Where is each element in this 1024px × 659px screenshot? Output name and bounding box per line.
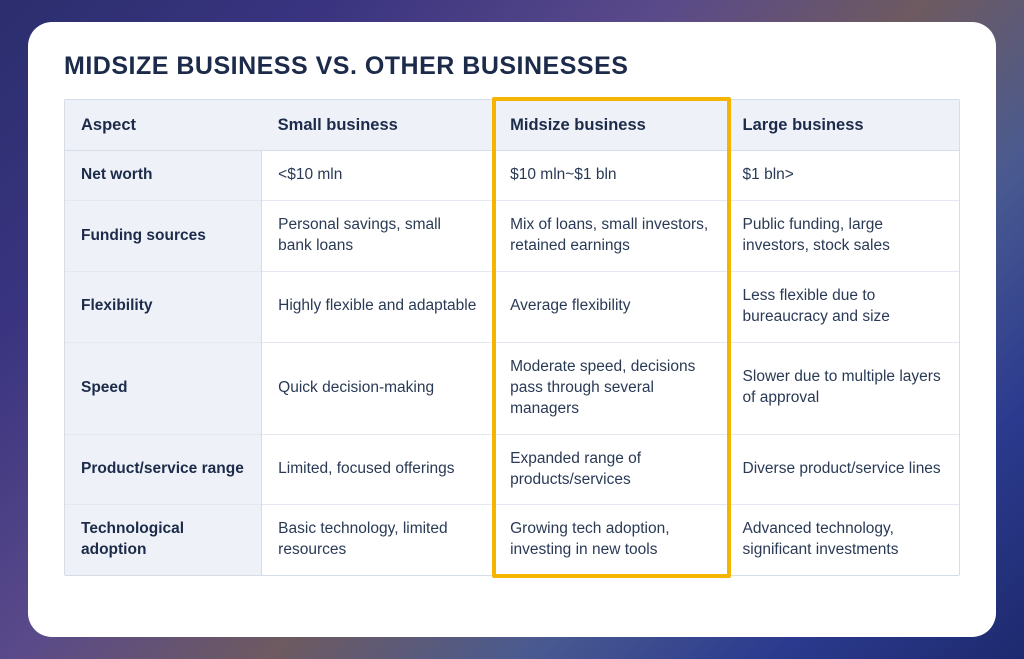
cell-small: Personal savings, small bank loans — [262, 201, 494, 272]
col-header-aspect: Aspect — [65, 100, 262, 151]
col-header-midsize: Midsize business — [494, 100, 726, 151]
row-label: Speed — [65, 342, 262, 434]
cell-large: Public funding, large investors, stock s… — [727, 201, 959, 272]
cell-midsize: Mix of loans, small investors, retained … — [494, 201, 726, 272]
row-label: Product/service range — [65, 434, 262, 505]
col-header-large: Large business — [727, 100, 959, 151]
table-row: Product/service range Limited, focused o… — [65, 434, 959, 505]
cell-small: Limited, focused offerings — [262, 434, 494, 505]
table-row: Net worth <$10 mln $10 mln~$1 bln $1 bln… — [65, 151, 959, 201]
table-row: Technological adoption Basic technology,… — [65, 505, 959, 575]
row-label: Flexibility — [65, 272, 262, 343]
cell-midsize: Growing tech adoption, investing in new … — [494, 505, 726, 575]
comparison-table: Aspect Small business Midsize business L… — [65, 100, 959, 575]
table-container: Aspect Small business Midsize business L… — [64, 99, 960, 576]
col-header-small: Small business — [262, 100, 494, 151]
table-header-row: Aspect Small business Midsize business L… — [65, 100, 959, 151]
cell-small: Basic technology, limited resources — [262, 505, 494, 575]
cell-midsize: $10 mln~$1 bln — [494, 151, 726, 201]
cell-large: Slower due to multiple layers of approva… — [727, 342, 959, 434]
table-row: Funding sources Personal savings, small … — [65, 201, 959, 272]
cell-midsize: Average flexibility — [494, 272, 726, 343]
card: MIDSIZE BUSINESS VS. OTHER BUSINESSES As… — [28, 22, 996, 637]
cell-small: Highly flexible and adaptable — [262, 272, 494, 343]
cell-midsize: Moderate speed, decisions pass through s… — [494, 342, 726, 434]
row-label: Net worth — [65, 151, 262, 201]
cell-large: Advanced technology, significant investm… — [727, 505, 959, 575]
table-row: Flexibility Highly flexible and adaptabl… — [65, 272, 959, 343]
cell-small: <$10 mln — [262, 151, 494, 201]
cell-small: Quick decision-making — [262, 342, 494, 434]
cell-large: $1 bln> — [727, 151, 959, 201]
cell-midsize: Expanded range of products/services — [494, 434, 726, 505]
table-row: Speed Quick decision-making Moderate spe… — [65, 342, 959, 434]
row-label: Technological adoption — [65, 505, 262, 575]
page-title: MIDSIZE BUSINESS VS. OTHER BUSINESSES — [64, 52, 960, 81]
row-label: Funding sources — [65, 201, 262, 272]
cell-large: Diverse product/service lines — [727, 434, 959, 505]
cell-large: Less flexible due to bureaucracy and siz… — [727, 272, 959, 343]
